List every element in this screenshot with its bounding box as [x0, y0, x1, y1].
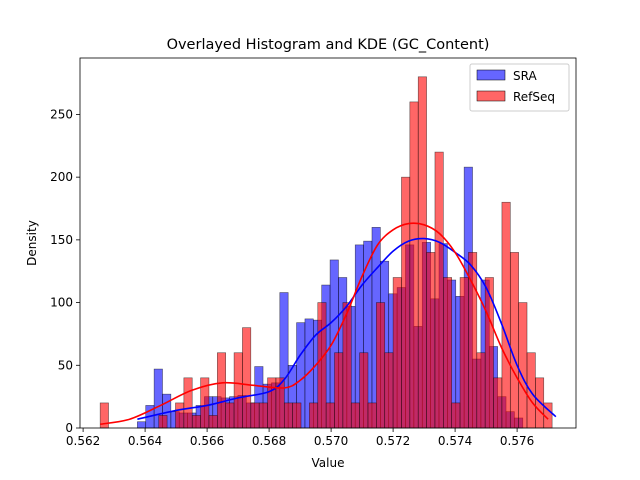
kde-lines: [100, 222, 557, 426]
y-axis: 0 50 100 150 200 250: [50, 107, 80, 435]
refseq-bar: [359, 352, 369, 429]
chart-title: Overlayed Histogram and KDE (GC_Content): [167, 37, 490, 53]
refseq-bar: [334, 352, 344, 429]
refseq-histogram-bars: [99, 76, 553, 429]
sra-bar: [137, 421, 147, 429]
refseq-bar: [501, 201, 511, 429]
legend-swatch-sra: [476, 69, 506, 81]
refseq-bar: [292, 402, 302, 429]
y-axis-label: Density: [25, 220, 39, 266]
refseq-bar: [258, 402, 268, 429]
refseq-bar: [509, 252, 519, 429]
refseq-bar: [376, 302, 386, 429]
refseq-bar: [325, 402, 335, 429]
refseq-bar: [417, 76, 427, 429]
refseq-bar: [217, 352, 227, 429]
refseq-bar: [409, 101, 419, 429]
refseq-bar: [183, 377, 193, 429]
refseq-bar: [242, 327, 252, 429]
refseq-bar: [434, 151, 444, 429]
refseq-bar: [225, 402, 235, 429]
refseq-bar: [275, 377, 285, 429]
refseq-bar: [309, 402, 319, 429]
refseq-bar: [350, 402, 360, 429]
refseq-bar: [233, 352, 243, 429]
refseq-bar: [459, 277, 469, 429]
refseq-bar: [443, 277, 452, 429]
refseq-bar: [392, 277, 402, 429]
legend-label-refseq: RefSeq: [513, 90, 555, 104]
x-tick-label: 0.564: [128, 434, 162, 448]
y-tick-label: 250: [50, 107, 73, 121]
x-tick-label: 0.574: [438, 434, 472, 448]
refseq-bar: [175, 402, 185, 429]
refseq-bar: [191, 415, 201, 429]
legend-label-sra: SRA: [513, 69, 537, 83]
refseq-bar: [267, 377, 277, 429]
refseq-bar: [518, 302, 528, 429]
refseq-bar: [158, 415, 168, 429]
x-tick-label: 0.572: [376, 434, 410, 448]
refseq-bar: [426, 252, 436, 429]
y-tick-label: 50: [58, 358, 73, 372]
x-tick-label: 0.566: [190, 434, 224, 448]
legend: SRA RefSeq: [469, 63, 570, 112]
refseq-bar: [317, 302, 327, 429]
refseq-bar: [250, 402, 260, 429]
legend-item-refseq: RefSeq: [476, 90, 555, 104]
refseq-bar: [367, 402, 377, 429]
x-tick-label: 0.576: [500, 434, 534, 448]
y-tick-label: 150: [50, 233, 73, 247]
refseq-bar: [476, 352, 486, 429]
refseq-kde-line: [100, 222, 549, 426]
refseq-bar: [526, 352, 536, 429]
y-tick-label: 100: [50, 296, 73, 310]
refseq-bar: [384, 352, 394, 429]
x-tick-label: 0.568: [252, 434, 286, 448]
x-axis-label: Value: [312, 456, 345, 470]
x-tick-label: 0.562: [66, 434, 100, 448]
y-tick-label: 200: [50, 170, 73, 184]
refseq-bar: [283, 402, 293, 429]
x-tick-label: 0.570: [314, 434, 348, 448]
refseq-bar: [451, 402, 461, 429]
refseq-bar: [493, 377, 503, 429]
refseq-bar: [401, 176, 411, 429]
legend-swatch-refseq: [476, 90, 506, 102]
legend-item-sra: SRA: [476, 69, 537, 83]
plot-frame: [79, 57, 577, 429]
y-tick-label: 0: [65, 421, 73, 435]
sra-kde-line: [137, 237, 557, 421]
x-axis: 0.562 0.564 0.566 0.568 0.570 0.572 0.574 0.576: [66, 428, 534, 448]
refseq-bar: [342, 302, 352, 429]
refseq-bar: [208, 415, 218, 429]
